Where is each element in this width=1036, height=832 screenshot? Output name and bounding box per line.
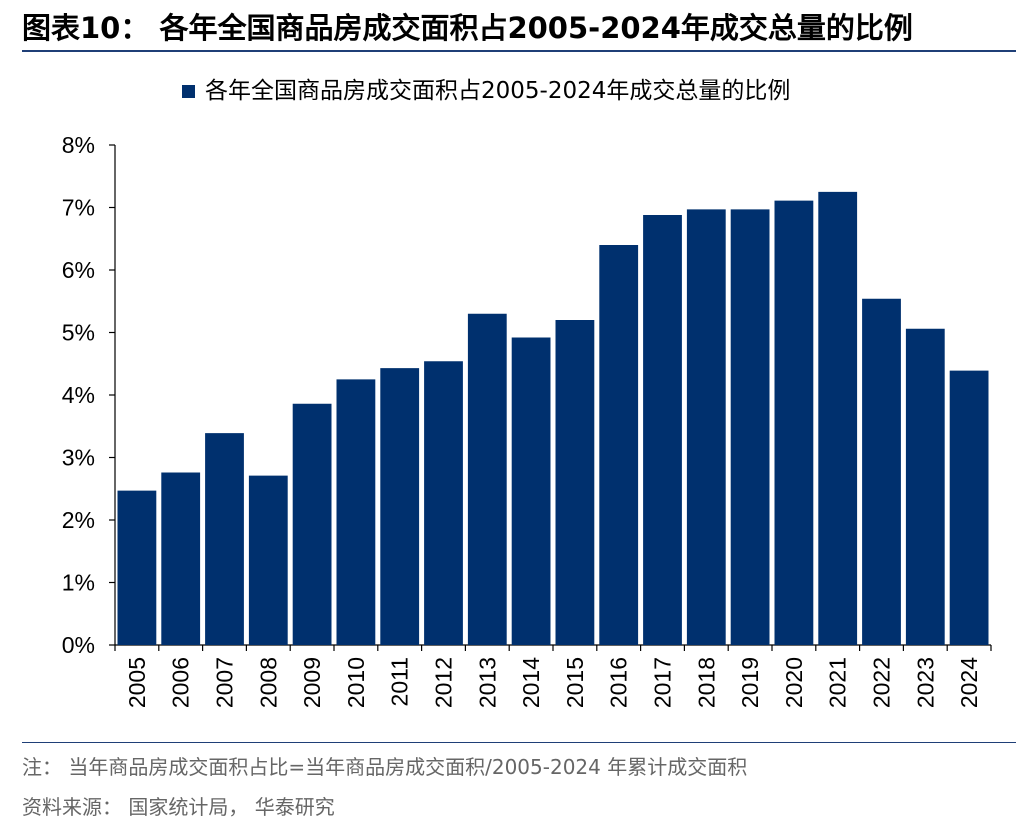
bar [862, 298, 901, 645]
x-tick-label: 2010 [343, 657, 369, 708]
y-tick-label: 4% [62, 382, 95, 408]
x-tick-label: 2021 [825, 657, 851, 708]
title-rule [22, 50, 1016, 52]
bar [205, 433, 244, 645]
bar [248, 475, 288, 645]
figure-source: 资料来源： 国家统计局， 华泰研究 [22, 795, 335, 819]
y-tick-label: 1% [62, 570, 95, 596]
bar [774, 200, 814, 645]
x-tick-label: 2024 [956, 657, 982, 708]
bar [467, 313, 507, 645]
bar [949, 370, 989, 645]
bar [599, 245, 639, 645]
x-tick-label: 2016 [606, 657, 632, 708]
y-tick-label: 6% [62, 257, 95, 283]
x-tick-label: 2015 [562, 657, 588, 708]
bar [292, 403, 332, 645]
figure-title: 图表10： 各年全国商品房成交面积占2005-2024年成交总量的比例 [22, 11, 913, 45]
bar [380, 368, 420, 645]
bar [905, 328, 945, 645]
bar [161, 472, 201, 645]
bar [686, 209, 726, 645]
x-tick-label: 2018 [693, 657, 719, 708]
x-tick-label: 2009 [299, 657, 325, 708]
y-tick-label: 2% [62, 507, 95, 533]
x-tick-label: 2022 [869, 657, 895, 708]
x-tick-label: 2023 [912, 657, 938, 708]
bar [336, 379, 376, 645]
bottom-rule [22, 742, 1016, 743]
x-tick-label: 2017 [650, 657, 676, 708]
x-tick-label: 2020 [781, 657, 807, 708]
chart-legend: 各年全国商品房成交面积占2005-2024年成交总量的比例 [182, 76, 790, 106]
legend-label: 各年全国商品房成交面积占2005-2024年成交总量的比例 [205, 78, 791, 104]
bar [117, 490, 157, 645]
x-tick-label: 2008 [255, 657, 281, 708]
bar [555, 320, 595, 645]
x-tick-label: 2005 [124, 657, 150, 708]
bar [818, 191, 858, 645]
x-tick-label: 2013 [474, 657, 500, 708]
bar [643, 215, 682, 645]
bar [511, 337, 551, 645]
x-tick-label: 2011 [387, 657, 413, 706]
bar-chart: 0% 1% 2% 3% 4% 5% 6% 7% 8% 2005 2006 2007 2008 2009 20… [62, 132, 992, 708]
legend-swatch [182, 84, 195, 98]
x-tick-label: 2019 [737, 657, 763, 708]
x-tick-label: 2014 [518, 657, 544, 708]
y-tick-label: 0% [62, 632, 95, 658]
bar [424, 361, 463, 645]
x-tick-label: 2007 [212, 657, 238, 708]
x-tick-label: 2012 [431, 657, 457, 708]
y-tick-label: 5% [62, 320, 95, 346]
bar [730, 209, 770, 645]
y-tick-label: 7% [62, 195, 95, 221]
figure-note: 注： 当年商品房成交面积占比=当年商品房成交面积/2005-2024 年累计成交… [22, 755, 748, 779]
y-tick-label: 3% [62, 445, 95, 471]
x-tick-label: 2006 [168, 657, 194, 708]
y-tick-label: 8% [62, 132, 95, 158]
